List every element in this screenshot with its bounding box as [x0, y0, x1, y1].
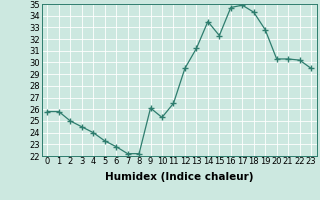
X-axis label: Humidex (Indice chaleur): Humidex (Indice chaleur) [105, 172, 253, 182]
